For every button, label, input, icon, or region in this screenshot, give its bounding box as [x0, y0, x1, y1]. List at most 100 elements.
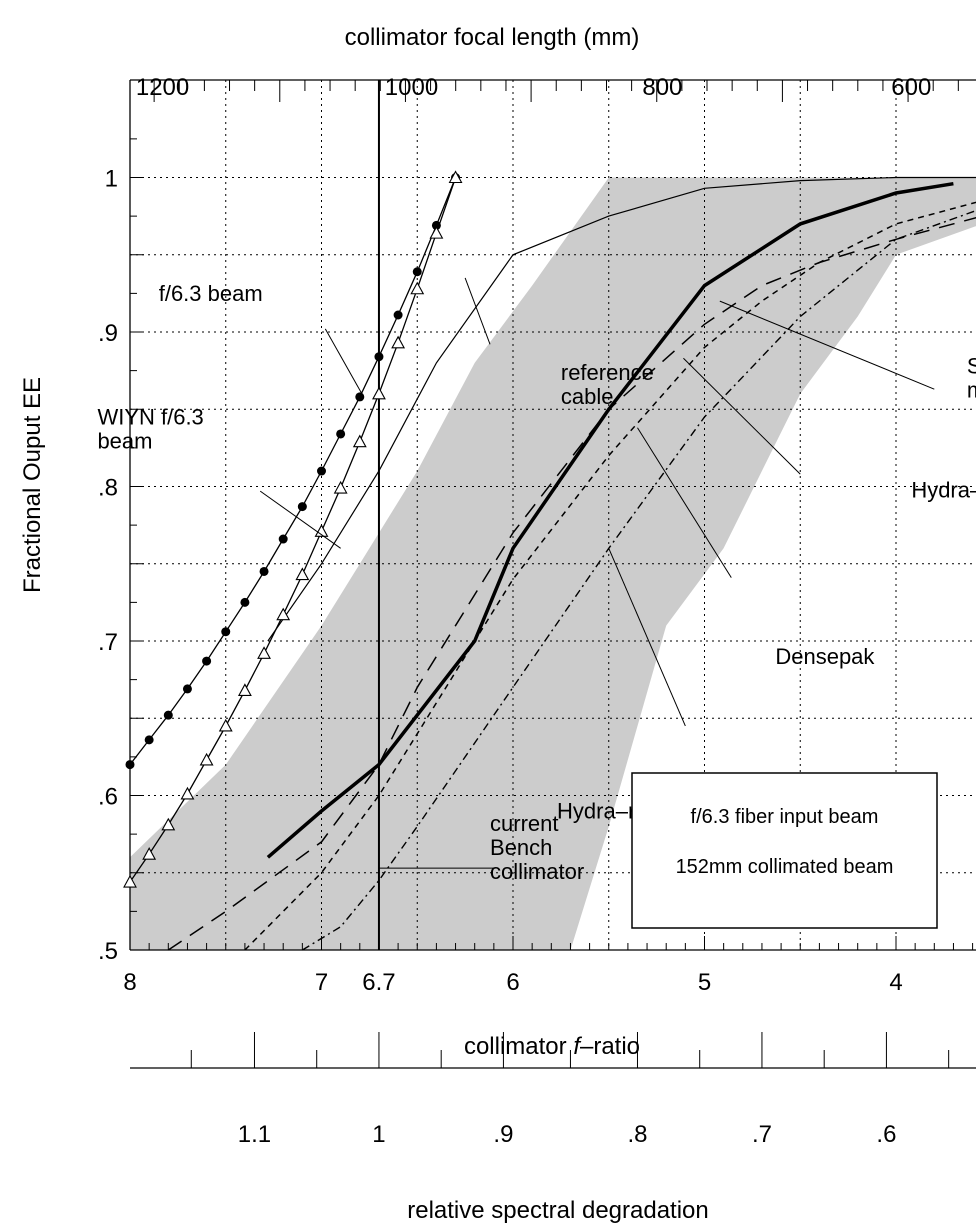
annotation-leader [324, 328, 365, 398]
data-point-triangle [180, 786, 195, 800]
data-point-triangle [333, 480, 348, 494]
annotation-label: WIYN f/6.3 beam [97, 405, 203, 454]
y-axis-tick-label: .5 [98, 938, 118, 965]
axis-labels-layer: 1200 1000 800 600 1.1 1 .9 .8 .7 .6 8 7 6.7 6 5 4 .5 .6 .7… [98, 74, 976, 1148]
annotation-label-line: SparsePak [967, 354, 976, 379]
annotation-label: current Bench collimator [490, 811, 584, 884]
x-axis-tick-label: 8 [123, 969, 136, 996]
annotation-leader [464, 277, 491, 345]
legend-box-text: 152mm collimated beam [676, 856, 894, 878]
data-point-circle [163, 710, 173, 720]
annotation-label-line: current [490, 811, 558, 836]
data-point-circle [412, 267, 422, 277]
annotation-label: Hydra–blue [911, 477, 976, 502]
data-point-triangle [123, 874, 137, 888]
data-point-circle [374, 352, 384, 362]
x-axis-title-italic: f [573, 1033, 582, 1060]
annotation-label-line: Hydra–blue [911, 477, 976, 502]
data-point-triangle [218, 718, 233, 732]
annotation-label-line: cable [561, 384, 614, 409]
legend-box [631, 772, 938, 929]
annotation-label: reference cable [561, 360, 654, 409]
x-axis-tick-label: 4 [889, 969, 902, 996]
annotation-leader [637, 427, 732, 578]
shaded-band-layer [130, 177, 976, 950]
top-axis-tick-label: 1200 [136, 74, 189, 101]
data-point-triangle [410, 281, 425, 295]
x-axis-tick-label: 6 [506, 969, 519, 996]
data-point-circle [259, 566, 269, 576]
y-axis-tick-label: .9 [98, 320, 118, 347]
annotation-leader [683, 357, 801, 475]
x-axis-title-suffix: –ratio [580, 1033, 640, 1060]
data-point-circle [278, 534, 288, 544]
data-point-triangle [352, 434, 367, 448]
data-point-triangle [276, 607, 291, 621]
y-axis-tick-label: .6 [98, 784, 118, 811]
annotation-label: f/6.3 beam [159, 281, 263, 306]
data-point-triangle [448, 170, 463, 184]
annotation-leader [719, 300, 935, 390]
y-axis-tick-label: .8 [98, 475, 118, 502]
degradation-axis-tick-label: 1.1 [238, 1121, 271, 1148]
series-layer [123, 80, 976, 951]
annotation-label: SparsePakmean [967, 354, 976, 403]
legend-box-text: f/6.3 fiber input beam [691, 806, 879, 828]
series-line-long-dash [167, 216, 976, 951]
bottom-axis-title: relative spectral degradation [407, 1197, 709, 1224]
degradation-axis-tick-label: .9 [493, 1121, 513, 1148]
annotation-label-line: Bench [490, 835, 552, 860]
series-line-bold [266, 181, 954, 859]
data-point-circle [297, 502, 307, 512]
degradation-axis-tick-label: .6 [876, 1121, 896, 1148]
series-line-thin [267, 176, 976, 642]
data-point-circle [317, 466, 326, 476]
shaded-band [130, 177, 976, 950]
data-point-circle [393, 310, 403, 320]
data-point-triangle [295, 567, 310, 581]
x-axis-title: collimator f–ratio [464, 1033, 640, 1060]
y-axis-title: Fractional Ouput EE [19, 377, 46, 593]
x-axis-tick-label: 6.7 [362, 969, 395, 996]
legend-layer: f/6.3 fiber input beam 152mm collimated b… [631, 772, 938, 929]
frame-layer [129, 79, 976, 951]
data-point-circle [182, 684, 192, 694]
series-line-dash-dot [302, 209, 976, 951]
data-point-triangle [372, 386, 386, 400]
annotation-label: Densepak [775, 644, 875, 669]
data-point-triangle [429, 225, 444, 239]
data-point-circle [240, 597, 250, 607]
annotation-label-line: f/6.3 beam [159, 281, 263, 306]
data-point-circle [144, 735, 154, 745]
data-point-circle [202, 656, 212, 666]
annotation-label-line: reference [561, 360, 654, 385]
data-point-triangle [199, 752, 214, 766]
x-axis-tick-label: 5 [698, 969, 711, 996]
annotation-label-line: beam [97, 429, 152, 454]
y-axis-tick-label: 1 [105, 166, 118, 193]
data-point-circle [221, 627, 231, 637]
annotation-leader [259, 490, 341, 549]
top-axis-tick-label: 600 [891, 74, 931, 101]
data-point-circle [355, 392, 365, 402]
data-point-circle [125, 760, 135, 770]
data-point-circle [336, 429, 346, 439]
data-point-triangle [142, 847, 157, 860]
data-point-triangle [237, 683, 252, 696]
x-axis-title-prefix: collimator [464, 1033, 573, 1060]
annotation-label-line: mean [967, 378, 976, 403]
degradation-axis-tick-label: .8 [627, 1121, 647, 1148]
series-line-filled-circle [129, 177, 457, 765]
annotation-leader [608, 548, 686, 727]
annotation-label-line: Densepak [775, 644, 875, 669]
x-axis-tick-label: 7 [315, 969, 328, 996]
top-axis-title: collimator focal length (mm) [345, 24, 640, 51]
annotation-label-line: WIYN f/6.3 [97, 405, 203, 430]
data-point-triangle [257, 646, 271, 659]
data-point-triangle [314, 524, 329, 537]
top-axis-tick-label: 800 [642, 74, 682, 101]
top-axis-tick-label: 1000 [385, 74, 438, 101]
degradation-axis-tick-label: 1 [372, 1121, 385, 1148]
